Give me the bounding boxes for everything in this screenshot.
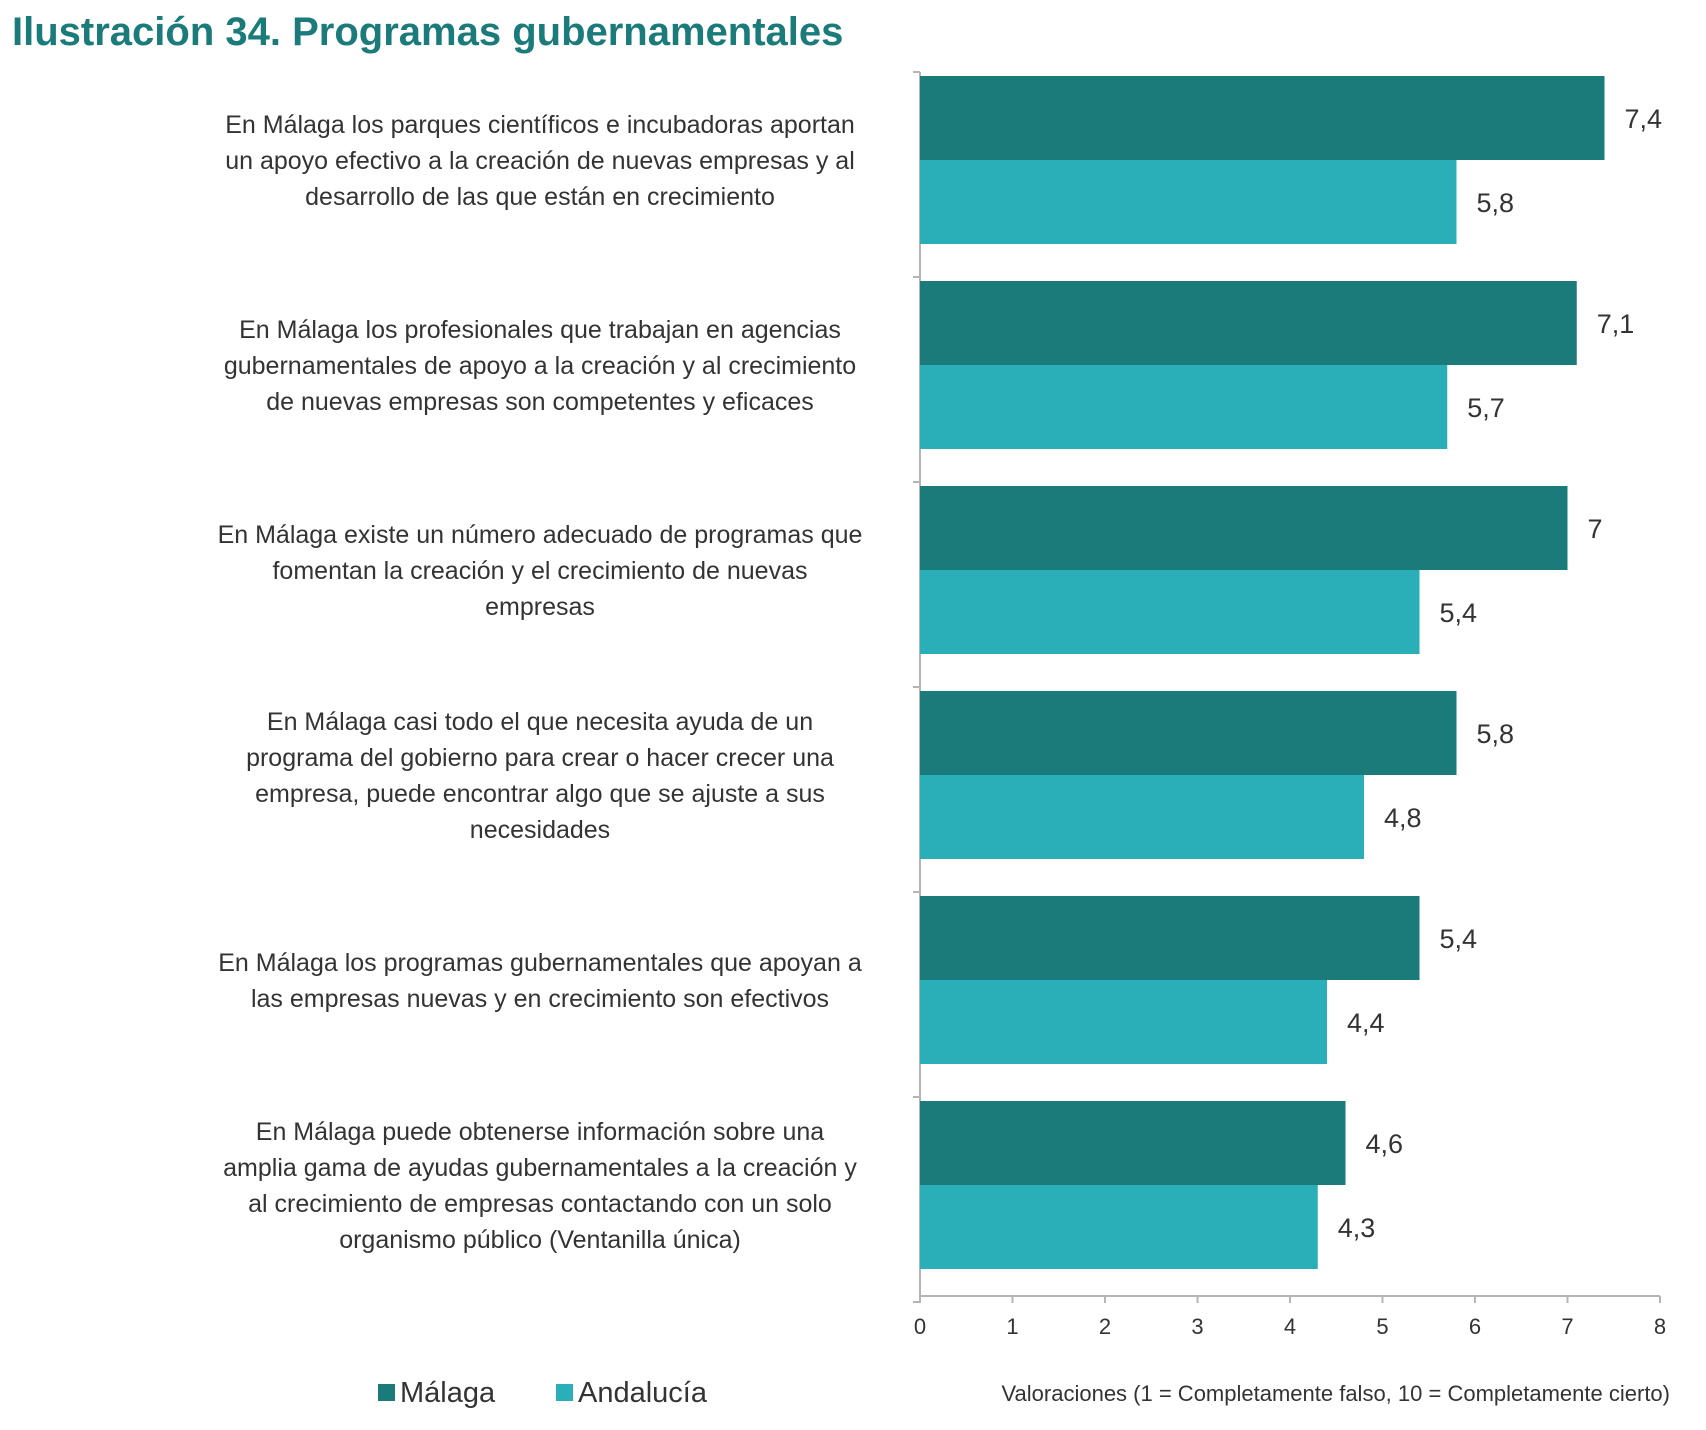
category-label-line: empresa, puede encontrar algo que se aju… <box>255 780 825 808</box>
legend-label-andalucia: Andalucía <box>578 1377 708 1409</box>
bar-malaga <box>920 691 1457 775</box>
x-tick-label: 1 <box>1006 1314 1018 1339</box>
bar-malaga <box>920 486 1568 570</box>
chart-axes: 0 1 2 3 4 5 6 7 8 <box>913 71 1666 1339</box>
bar-andalucia <box>920 365 1448 449</box>
value-label-malaga: 5,8 <box>1477 719 1515 749</box>
x-tick-label: 6 <box>1469 1314 1481 1339</box>
axis-note: Valoraciones (1 = Completamente falso, 1… <box>1002 1381 1671 1406</box>
x-tick-label: 4 <box>1284 1314 1296 1339</box>
bar-malaga <box>920 76 1605 160</box>
value-label-malaga: 4,6 <box>1366 1129 1404 1159</box>
category-label-line: programa del gobierno para crear o hacer… <box>246 744 834 772</box>
legend-label-malaga: Málaga <box>400 1377 496 1409</box>
legend-swatch-andalucia <box>556 1384 573 1401</box>
category-label-line: gubernamentales de apoyo a la creación y… <box>224 352 856 380</box>
category-label-line: desarrollo de las que están en crecimien… <box>305 183 775 211</box>
x-tick-label: 5 <box>1376 1314 1388 1339</box>
value-label-malaga: 7,1 <box>1597 309 1635 339</box>
value-label-andalucia: 4,8 <box>1384 803 1422 833</box>
chart-value-labels: 7,4 5,8 7,1 5,7 7 5,4 5,8 4,8 5,4 4,4 4,6 4,3 <box>1338 104 1662 1243</box>
value-label-malaga: 7 <box>1588 514 1603 544</box>
category-label-line: En Málaga puede obtenerse información so… <box>256 1118 825 1146</box>
category-label-line: de nuevas empresas son competentes y efi… <box>266 388 814 416</box>
bar-malaga <box>920 281 1577 365</box>
bar-andalucia <box>920 570 1420 654</box>
value-label-andalucia: 4,3 <box>1338 1213 1376 1243</box>
category-label-line: al crecimiento de empresas contactando c… <box>248 1190 832 1218</box>
category-label: En Málaga los profesionales que trabajan… <box>224 316 856 416</box>
x-tick-label: 2 <box>1099 1314 1111 1339</box>
value-label-malaga: 7,4 <box>1625 104 1663 134</box>
category-label: En Málaga existe un número adecuado de p… <box>218 521 863 621</box>
category-label-line: organismo público (Ventanilla única) <box>339 1226 741 1254</box>
category-label: En Málaga casi todo el que necesita ayud… <box>246 708 834 844</box>
category-label-line: En Málaga los programas gubernamentales … <box>218 949 862 977</box>
chart-title: Ilustración 34. Programas gubernamentale… <box>12 10 844 54</box>
bar-malaga <box>920 896 1420 980</box>
x-tick-label: 3 <box>1191 1314 1203 1339</box>
category-label-line: empresas <box>485 593 595 621</box>
category-label: En Málaga los parques científicos e incu… <box>225 111 855 211</box>
chart-legend: Málaga Andalucía <box>378 1377 708 1409</box>
category-label-line: En Málaga los profesionales que trabajan… <box>239 316 841 344</box>
bar-andalucia <box>920 1185 1318 1269</box>
chart-bars <box>920 76 1605 1269</box>
category-label-line: En Málaga los parques científicos e incu… <box>225 111 855 139</box>
bar-andalucia <box>920 775 1364 859</box>
x-tick-label: 8 <box>1654 1314 1666 1339</box>
category-label: En Málaga puede obtenerse información so… <box>223 1118 857 1254</box>
category-label-line: necesidades <box>470 816 610 844</box>
category-label-line: En Málaga existe un número adecuado de p… <box>218 521 863 549</box>
category-label-line: un apoyo efectivo a la creación de nueva… <box>225 147 855 175</box>
category-label: En Málaga los programas gubernamentales … <box>218 949 862 1013</box>
chart-category-labels: En Málaga los parques científicos e incu… <box>218 111 863 1254</box>
x-tick-label: 7 <box>1561 1314 1573 1339</box>
value-label-andalucia: 5,4 <box>1440 598 1478 628</box>
value-label-andalucia: 5,7 <box>1467 393 1505 423</box>
category-label-line: las empresas nuevas y en crecimiento son… <box>251 985 829 1013</box>
value-label-malaga: 5,4 <box>1440 924 1478 954</box>
value-label-andalucia: 5,8 <box>1477 188 1515 218</box>
category-label-line: amplia gama de ayudas gubernamentales a … <box>223 1154 857 1182</box>
x-tick-label: 0 <box>914 1314 926 1339</box>
category-label-line: En Málaga casi todo el que necesita ayud… <box>267 708 813 736</box>
bar-andalucia <box>920 160 1457 244</box>
bar-malaga <box>920 1101 1346 1185</box>
value-label-andalucia: 4,4 <box>1347 1008 1385 1038</box>
legend-swatch-malaga <box>378 1384 395 1401</box>
category-label-line: fomentan la creación y el crecimiento de… <box>272 557 807 585</box>
bar-andalucia <box>920 980 1327 1064</box>
